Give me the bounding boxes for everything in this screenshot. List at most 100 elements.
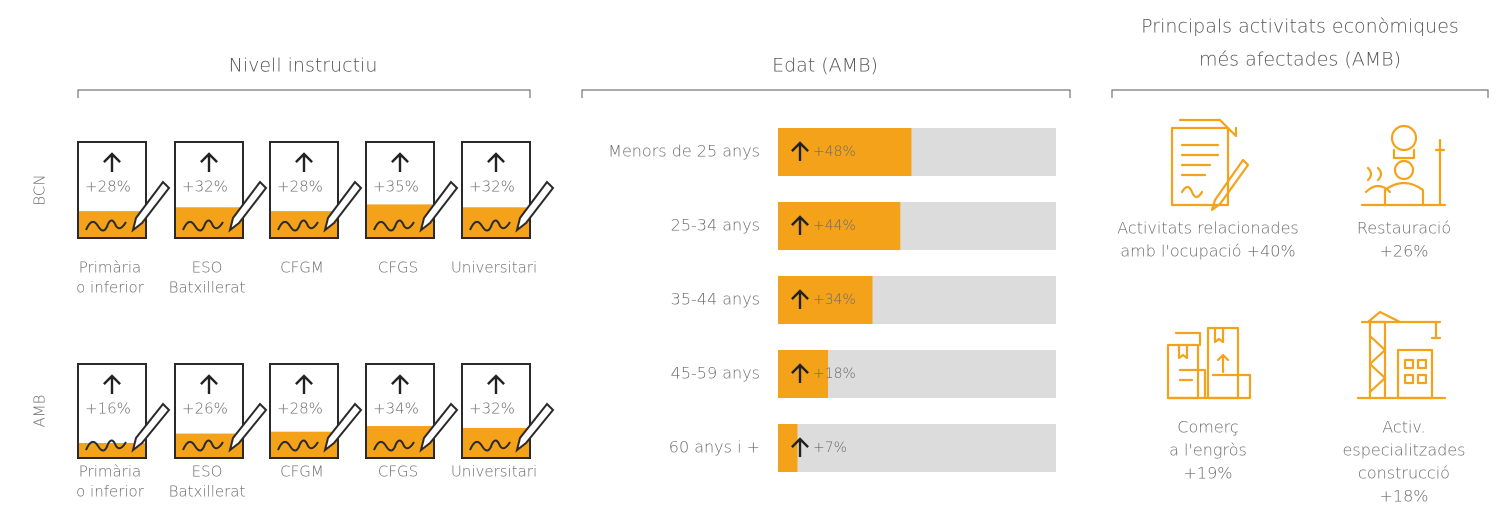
pencil — [323, 180, 363, 233]
category-label: CFGM — [280, 259, 324, 277]
document — [461, 363, 531, 459]
activity-label: Restauració — [1357, 219, 1451, 238]
bar-track — [778, 424, 1056, 472]
signature — [469, 219, 511, 232]
value-label: +32% — [182, 178, 228, 196]
activity-label: Activitats relacionades — [1117, 219, 1299, 238]
fill-level — [78, 442, 146, 458]
category-label: 25-34 anys — [671, 216, 760, 235]
category-label: Primària — [79, 463, 141, 481]
category-label: ESO — [192, 259, 223, 277]
activity-label: Activ. — [1382, 418, 1426, 437]
arrow-icon — [391, 152, 409, 172]
activity-label: +26% — [1380, 242, 1429, 261]
value-label: +34% — [813, 292, 856, 308]
value-label: +18% — [813, 366, 856, 382]
document — [461, 141, 531, 239]
value-label: +7% — [813, 440, 847, 456]
category-label: 60 anys i + — [669, 438, 760, 457]
signature — [85, 219, 127, 232]
arrow-icon — [791, 141, 809, 161]
value-label: +34% — [373, 400, 419, 418]
category-label: Menors de 25 anys — [608, 142, 760, 161]
bar — [778, 202, 901, 250]
bracket — [1111, 89, 1489, 98]
pencil — [515, 180, 555, 233]
signature — [182, 219, 224, 232]
bar — [778, 424, 798, 472]
arrow-icon — [295, 374, 313, 394]
icon-restaurant — [1360, 124, 1447, 207]
value-label: +28% — [277, 178, 323, 196]
pencil — [131, 180, 171, 233]
activity-label: construcció — [1358, 464, 1450, 483]
arrow-icon — [791, 437, 809, 457]
value-label: +32% — [469, 400, 515, 418]
value-label: +16% — [85, 400, 131, 418]
category-label: Batxillerat — [169, 279, 246, 297]
signature — [277, 439, 319, 452]
category-label: 45-59 anys — [671, 364, 760, 383]
signature — [373, 219, 415, 232]
arrow-icon — [103, 152, 121, 172]
category-label: Universitari — [451, 259, 537, 277]
pencil — [515, 402, 555, 453]
pencil — [323, 402, 363, 453]
row-label: BCN — [31, 174, 49, 205]
value-label: +28% — [85, 178, 131, 196]
document — [77, 363, 147, 459]
activity-label: especialitzades — [1343, 441, 1466, 460]
signature — [277, 219, 319, 232]
document — [365, 363, 435, 459]
arrow-icon — [791, 215, 809, 235]
pencil — [228, 180, 268, 233]
document — [269, 363, 339, 459]
icon-wholesale — [1166, 326, 1252, 400]
category-label: ESO — [192, 463, 223, 481]
category-label: o inferior — [76, 279, 145, 297]
activity-label: a l'engròs — [1169, 441, 1247, 460]
arrow-icon — [791, 289, 809, 309]
value-label: +44% — [813, 218, 856, 234]
category-label: Batxillerat — [169, 483, 246, 501]
category-label: Universitari — [451, 463, 537, 481]
value-label: +26% — [182, 400, 228, 418]
document — [174, 141, 244, 239]
value-label: +32% — [469, 178, 515, 196]
document — [269, 141, 339, 239]
category-label: CFGS — [378, 463, 418, 481]
signature — [85, 439, 127, 452]
signature — [373, 439, 415, 452]
arrow-icon — [103, 374, 121, 394]
bracket — [77, 89, 531, 98]
category-label: CFGS — [378, 259, 418, 277]
bar — [778, 350, 829, 398]
signature — [182, 439, 224, 452]
value-label: +48% — [813, 144, 856, 160]
pencil — [228, 402, 268, 453]
document — [174, 363, 244, 459]
value-label: +28% — [277, 400, 323, 418]
category-label: o inferior — [76, 483, 145, 501]
bar — [778, 276, 873, 324]
arrow-icon — [391, 374, 409, 394]
activity-label: +19% — [1184, 464, 1233, 483]
arrow-icon — [200, 152, 218, 172]
icon-document — [1170, 118, 1250, 212]
section-title: Nivell instructiu — [229, 55, 378, 77]
signature — [469, 439, 511, 452]
document — [77, 141, 147, 239]
activity-label: +18% — [1380, 487, 1429, 506]
pencil — [131, 402, 171, 453]
category-label: 35-44 anys — [671, 290, 760, 309]
document — [365, 141, 435, 239]
arrow-icon — [487, 374, 505, 394]
row-label: AMB — [31, 394, 49, 427]
pencil — [419, 180, 459, 233]
value-label: +35% — [373, 178, 419, 196]
section-title: Edat (AMB) — [772, 55, 878, 77]
pencil — [419, 402, 459, 453]
arrow-icon — [295, 152, 313, 172]
arrow-icon — [791, 363, 809, 383]
section-title: més afectades (AMB) — [1199, 49, 1401, 71]
